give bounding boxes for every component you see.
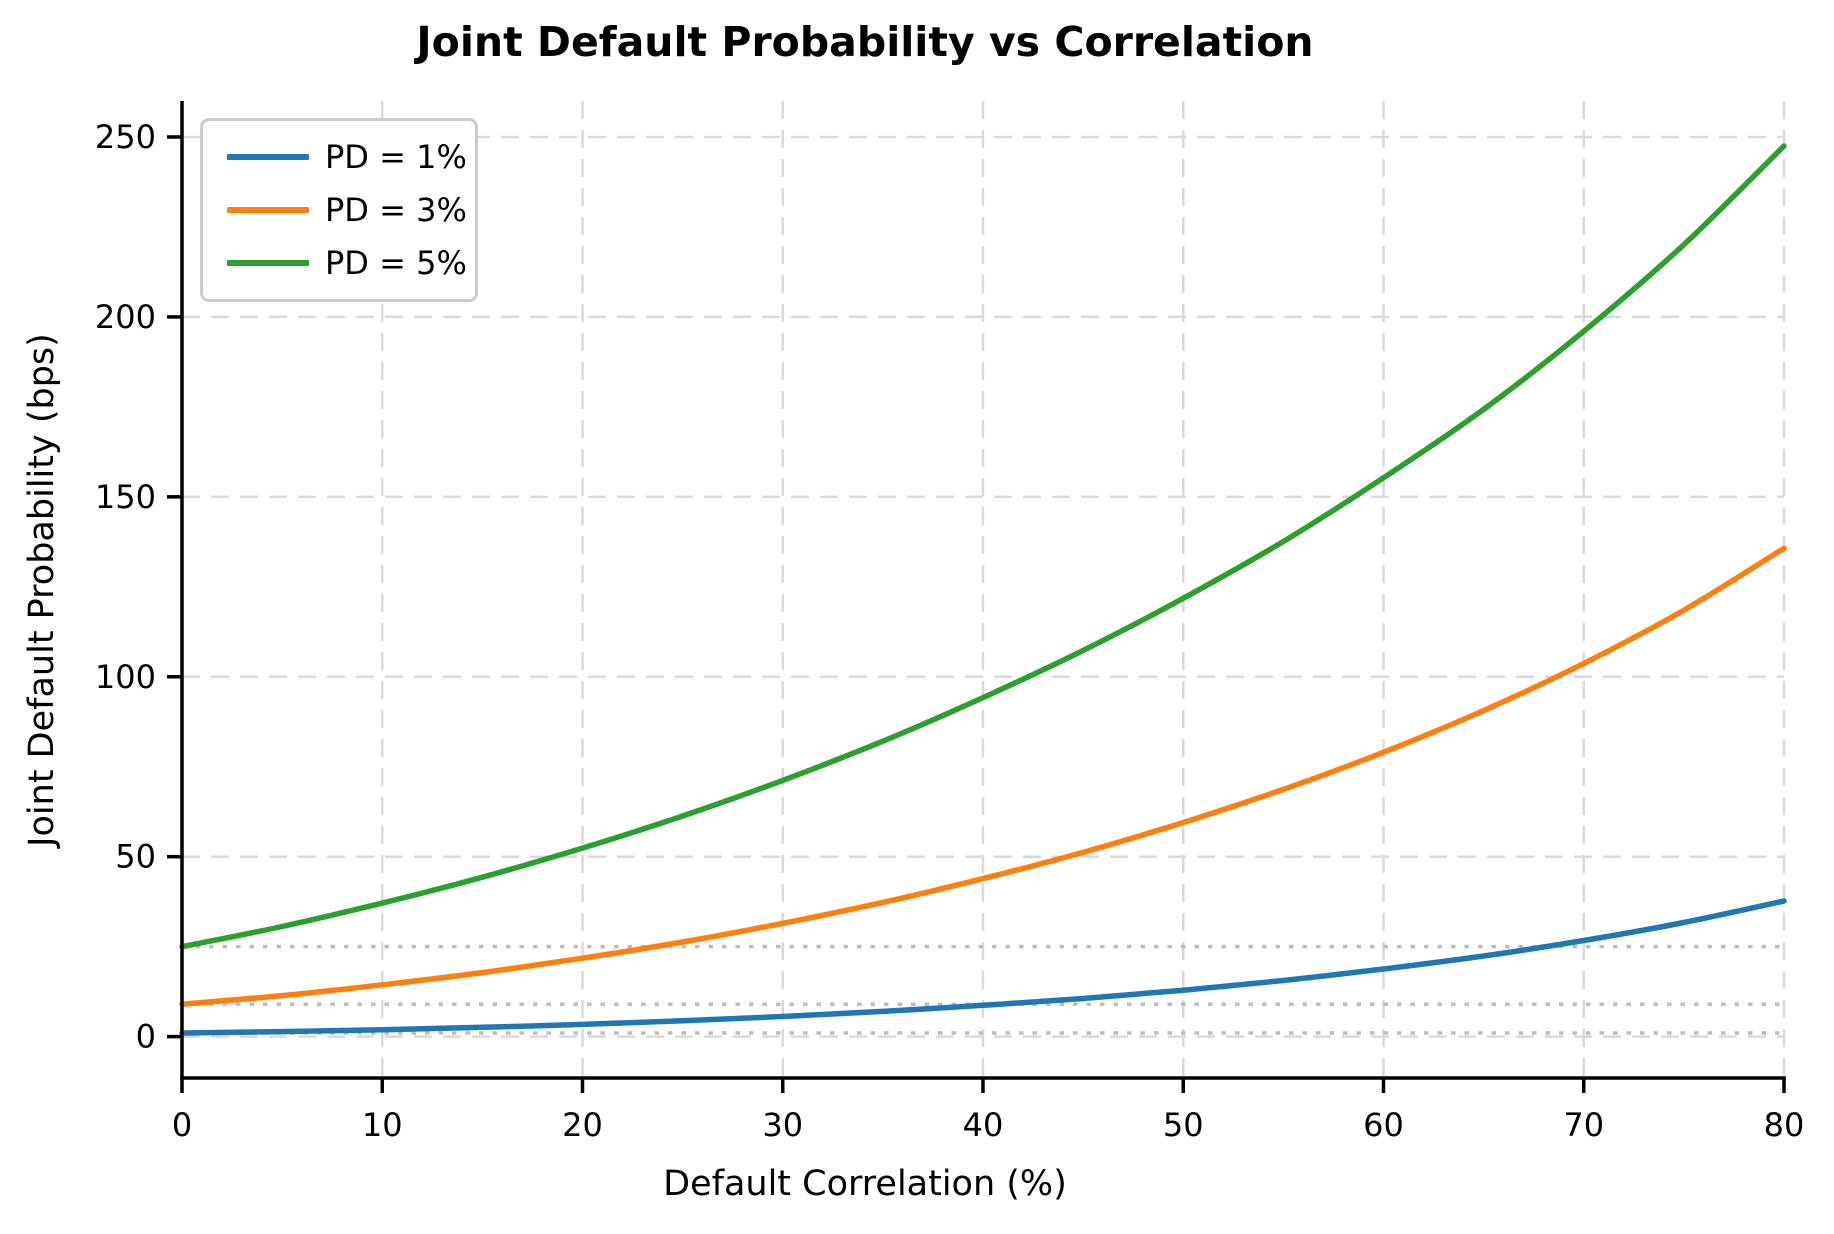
legend-swatch-pd-5 — [227, 259, 309, 266]
y-tick-label: 200 — [95, 298, 156, 336]
legend-swatch-pd-1 — [227, 154, 309, 161]
axes-layer: 0 10 20 30 40 50 60 70 80 0 50 100 150 200 250 — [95, 101, 1804, 1144]
y-tick-label: 250 — [95, 118, 156, 156]
y-tick-label: 150 — [95, 478, 156, 516]
legend-label-pd-1: PD = 1% — [325, 138, 467, 177]
y-tick-label: 0 — [136, 1018, 156, 1056]
curves-layer — [179, 143, 1787, 1036]
x-tick-label: 20 — [562, 1106, 603, 1144]
x-tick-label: 50 — [1163, 1106, 1204, 1144]
legend-item-pd-5: PD = 5% — [227, 244, 475, 282]
x-axis-label: Default Correlation (%) — [663, 1164, 1067, 1204]
x-tick-label: 30 — [762, 1106, 803, 1144]
legend-swatch-pd-3 — [227, 206, 309, 213]
legend-item-pd-3: PD = 3% — [227, 191, 475, 229]
x-tick-label: 60 — [1363, 1106, 1404, 1144]
y-axis-label-text: Joint Default Probability (bps) — [22, 333, 62, 847]
curve-pd-pd-pd-pd-pd-1pd- — [179, 898, 1787, 1036]
curve-pd-pd-pd-pd-pd-5pd- — [179, 143, 1787, 950]
legend-item-pd-1: PD = 1% — [227, 138, 475, 176]
x-tick-label: 40 — [963, 1106, 1004, 1144]
x-tick-label: 80 — [1764, 1106, 1805, 1144]
curve-pd-pd-pd-pd-pd-3pd- — [179, 545, 1787, 1007]
y-tick-label: 50 — [115, 838, 156, 876]
y-tick-label: 100 — [95, 658, 156, 696]
legend-label-pd-5: PD = 5% — [325, 243, 467, 282]
legend-label-pd-3: PD = 3% — [325, 190, 467, 229]
chart-title: Joint Default Probability vs Correlation — [416, 18, 1314, 66]
x-tick-label: 0 — [172, 1106, 192, 1144]
x-tick-label: 10 — [362, 1106, 403, 1144]
legend: PD = 1% PD = 3% PD = 5% — [200, 118, 478, 302]
x-tick-label: 70 — [1563, 1106, 1604, 1144]
